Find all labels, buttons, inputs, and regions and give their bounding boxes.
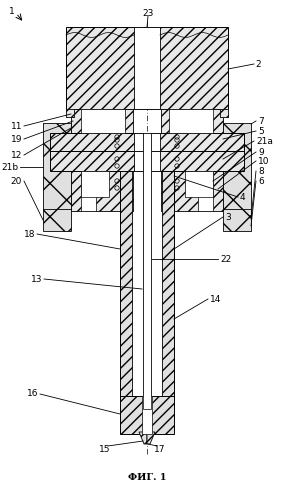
Text: 17: 17 [154,445,166,454]
Text: 13: 13 [31,274,42,283]
Bar [185,171,213,197]
Bar [220,109,228,117]
Bar [134,151,160,171]
Text: 11: 11 [11,121,22,131]
Bar [161,109,223,133]
Text: ФИГ. 1: ФИГ. 1 [128,473,166,482]
Bar [223,209,251,231]
Text: 23: 23 [142,8,154,17]
Bar [169,109,213,133]
Text: 2: 2 [255,59,260,68]
Bar [120,171,132,399]
Text: 21b: 21b [1,163,18,172]
Text: 12: 12 [11,151,22,160]
Bar [66,109,74,117]
Text: 14: 14 [210,294,221,303]
Text: 21a: 21a [256,137,273,146]
Bar [50,133,244,151]
Text: 18: 18 [24,230,35,239]
Bar [142,396,152,434]
Bar [162,171,174,399]
Bar [220,109,228,117]
Text: 22: 22 [220,254,231,263]
Text: 9: 9 [258,148,264,157]
Bar [43,123,71,211]
Bar [223,123,251,211]
Bar [81,171,109,197]
Text: 7: 7 [258,116,264,126]
Bar [134,133,160,151]
Bar [71,109,133,133]
Bar [66,27,228,109]
Text: 5: 5 [258,127,264,136]
Bar [120,396,174,434]
Bar [198,171,213,211]
Polygon shape [139,432,147,444]
Bar [134,27,160,109]
Text: 6: 6 [258,177,264,186]
Text: 19: 19 [11,135,22,144]
Bar [50,151,244,171]
Text: 4: 4 [240,193,245,202]
Bar [143,133,151,409]
Bar [66,109,74,117]
Text: 10: 10 [258,157,270,166]
Bar [43,209,71,231]
Text: 20: 20 [11,177,22,186]
Text: 3: 3 [225,213,231,222]
Bar [81,171,96,211]
Bar [81,109,125,133]
Bar [161,171,223,211]
Bar [71,171,133,211]
Text: 15: 15 [99,445,111,454]
Text: 1: 1 [9,6,15,15]
Text: 16: 16 [26,390,38,399]
Text: 8: 8 [258,167,264,176]
Polygon shape [147,432,155,444]
